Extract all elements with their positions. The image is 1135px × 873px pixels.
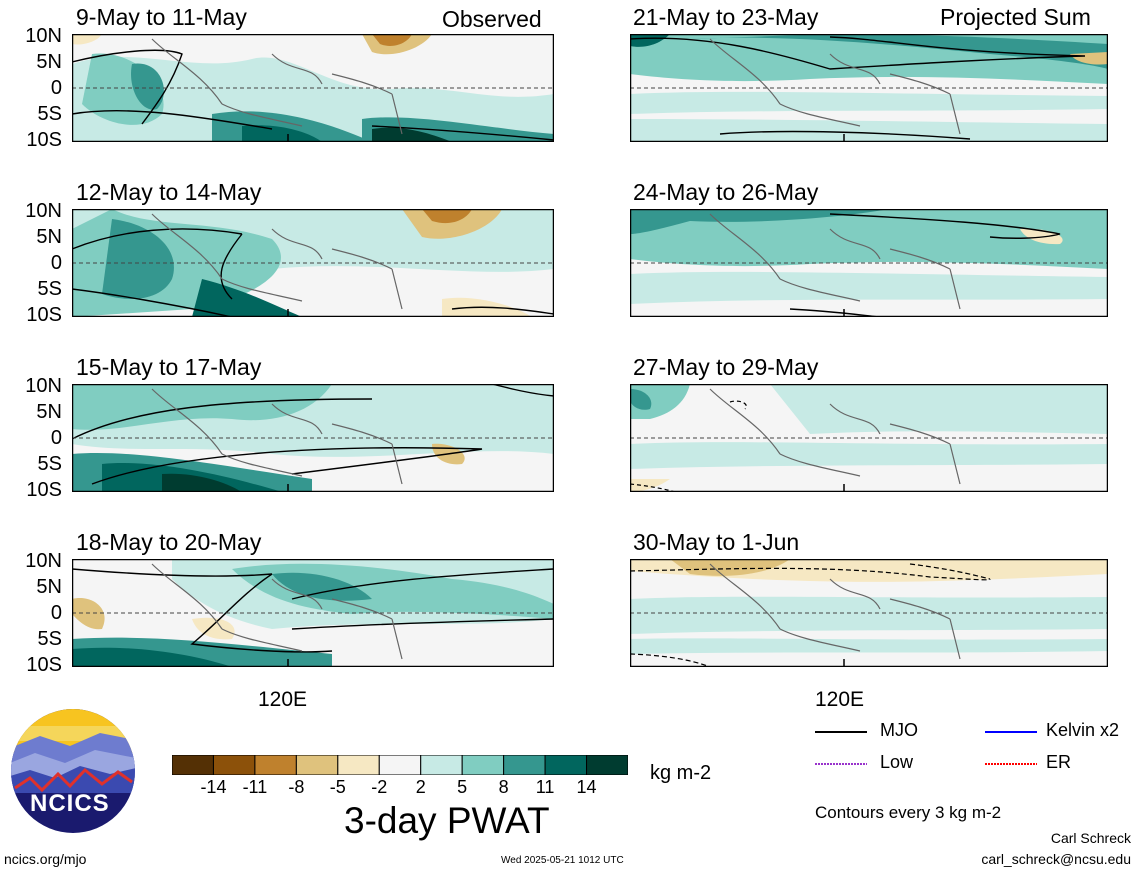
y-tick: 10N bbox=[25, 200, 62, 222]
observed-label: Observed bbox=[442, 6, 542, 32]
colorbar-tick: 14 bbox=[576, 777, 597, 797]
colorbar-title: 3-day PWAT bbox=[344, 800, 550, 841]
x-tick: 120E bbox=[258, 688, 308, 711]
y-tick: 10N bbox=[25, 375, 62, 397]
colorbar-swatch bbox=[544, 755, 588, 775]
colorbar-tick: -8 bbox=[288, 777, 305, 797]
panel-title: 15-May to 17-May bbox=[76, 354, 262, 380]
y-tick: 0 bbox=[50, 602, 62, 624]
map-panel-4 bbox=[72, 559, 554, 667]
colorbar-tick: 2 bbox=[415, 777, 426, 797]
y-tick: 5S bbox=[37, 103, 62, 125]
colorbar-tick: 5 bbox=[457, 777, 468, 797]
legend-line-low bbox=[815, 763, 867, 765]
y-tick: 10N bbox=[25, 550, 62, 572]
legend-label: ER bbox=[1046, 752, 1072, 772]
y-tick: 5N bbox=[36, 51, 62, 73]
y-tick: 0 bbox=[50, 427, 62, 449]
colorbar-swatch bbox=[254, 755, 297, 775]
colorbar-units: kg m-2 bbox=[650, 762, 712, 784]
panel-title: 18-May to 20-May bbox=[76, 529, 262, 555]
footer-email: carl_schreck@ncsu.edu bbox=[981, 851, 1131, 867]
y-tick: 5S bbox=[37, 453, 62, 475]
panel-title: 9-May to 11-May bbox=[76, 4, 247, 30]
y-tick: 5N bbox=[36, 401, 62, 423]
legend-line-er bbox=[985, 763, 1037, 765]
colorbar-tick: -5 bbox=[329, 777, 346, 797]
footer-author: Carl Schreck bbox=[1050, 830, 1131, 846]
colorbar bbox=[172, 755, 628, 775]
colorbar-swatch bbox=[172, 755, 214, 775]
contour-note: Contours every 3 kg m-2 bbox=[815, 803, 1002, 822]
y-tick: 10S bbox=[26, 479, 62, 501]
map-panel-6 bbox=[630, 209, 1108, 317]
colorbar-swatch bbox=[337, 755, 380, 775]
colorbar-tick: 8 bbox=[498, 777, 509, 797]
colorbar-swatch bbox=[586, 755, 628, 775]
ncics-logo bbox=[11, 709, 135, 833]
legend-line-mjo bbox=[815, 731, 867, 733]
colorbar-swatch bbox=[212, 755, 256, 775]
y-tick: 10N bbox=[25, 25, 62, 47]
colorbar-swatch bbox=[503, 755, 546, 775]
map-panel-1 bbox=[72, 34, 554, 142]
panel-title: 24-May to 26-May bbox=[633, 179, 819, 205]
colorbar-tick: -11 bbox=[242, 777, 268, 797]
colorbar-swatch bbox=[295, 755, 339, 775]
colorbar-swatch bbox=[420, 755, 463, 775]
y-tick: 5S bbox=[37, 628, 62, 650]
footer-url: ncics.org/mjo bbox=[4, 851, 87, 867]
y-tick: 10S bbox=[26, 129, 62, 151]
y-tick: 0 bbox=[50, 77, 62, 99]
colorbar-tick: -2 bbox=[371, 777, 388, 797]
map-panel-7 bbox=[630, 384, 1108, 492]
x-tick: 120E bbox=[815, 688, 865, 711]
y-tick: 5S bbox=[37, 278, 62, 300]
colorbar-swatch bbox=[461, 755, 505, 775]
y-tick: 5N bbox=[36, 226, 62, 248]
map-panel-5 bbox=[630, 34, 1108, 142]
panel-title: 30-May to 1-Jun bbox=[633, 529, 800, 555]
legend-label: Kelvin x2 bbox=[1046, 720, 1120, 740]
legend-label: MJO bbox=[880, 720, 918, 740]
y-tick: 10S bbox=[26, 654, 62, 676]
panel-title: 12-May to 14-May bbox=[76, 179, 262, 205]
projected-label: Projected Sum bbox=[940, 4, 1091, 30]
colorbar-tick: 11 bbox=[535, 777, 555, 797]
colorbar-tick: -14 bbox=[200, 777, 227, 797]
legend-label: Low bbox=[880, 752, 914, 772]
footer-timestamp: Wed 2025-05-21 1012 UTC bbox=[501, 855, 624, 866]
panel-title: 21-May to 23-May bbox=[633, 4, 819, 30]
map-panel-2 bbox=[72, 209, 554, 317]
map-panel-8 bbox=[630, 559, 1108, 667]
logo-text: NCICS bbox=[30, 790, 110, 817]
y-tick: 5N bbox=[36, 576, 62, 598]
legend-line-kelvin bbox=[985, 731, 1037, 733]
colorbar-swatch bbox=[378, 755, 422, 775]
y-tick: 0 bbox=[50, 252, 62, 274]
panel-title: 27-May to 29-May bbox=[633, 354, 819, 380]
y-tick: 10S bbox=[26, 304, 62, 326]
map-panel-3 bbox=[72, 384, 554, 492]
